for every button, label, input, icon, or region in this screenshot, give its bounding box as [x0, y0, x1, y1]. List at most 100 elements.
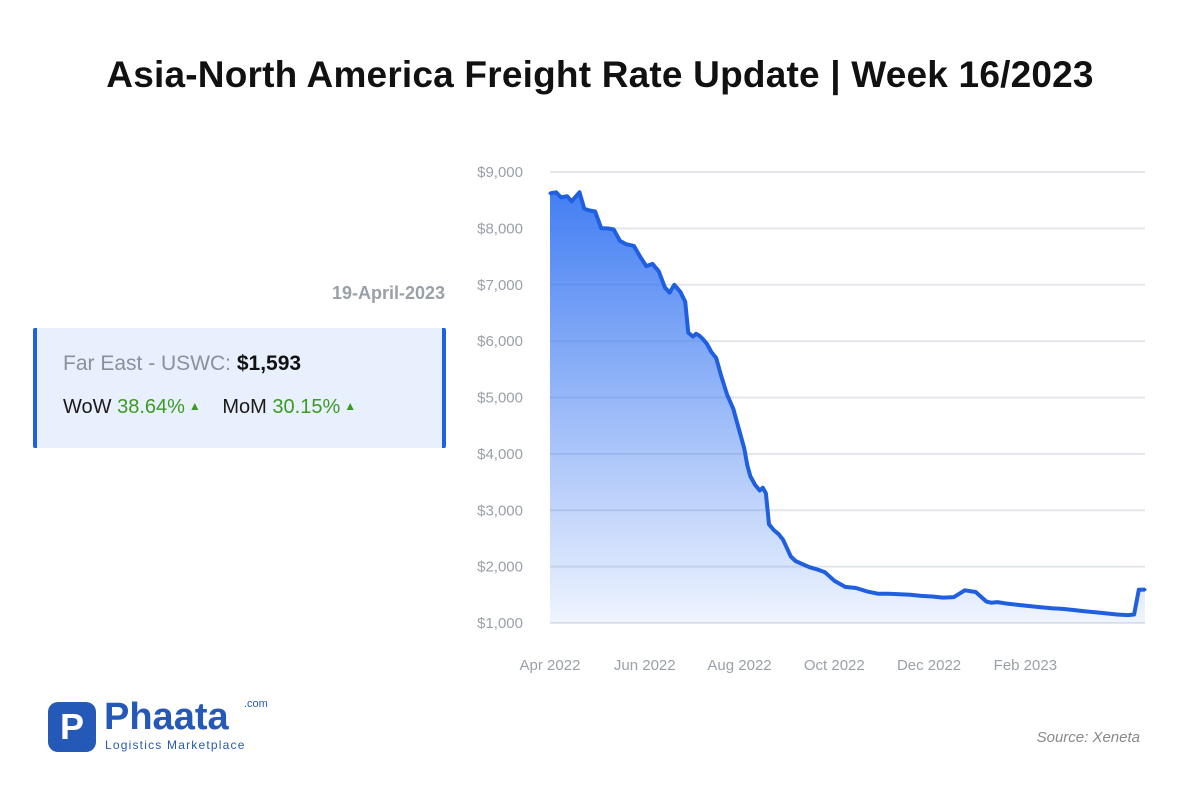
- wow-up-arrow-icon: ▲: [188, 399, 201, 413]
- data-point: [606, 226, 609, 230]
- data-point: [612, 228, 616, 231]
- data-point: [823, 570, 827, 574]
- data-point: [876, 592, 880, 596]
- route-line: Far East - USWC: $1,593: [63, 352, 301, 376]
- data-point: [843, 585, 847, 589]
- data-point: [781, 538, 785, 542]
- data-point: [559, 195, 563, 199]
- data-point: [1028, 604, 1032, 608]
- data-point: [705, 342, 709, 346]
- data-point: [989, 601, 993, 605]
- data-point: [1017, 603, 1021, 607]
- freight-rate-chart: $1,000 $2,000 $3,000 $4,000 $5,000 $6,000 $7,0…: [477, 164, 1147, 674]
- data-point: [832, 579, 836, 583]
- data-point: [815, 567, 819, 571]
- y-tick-label: $3,000: [477, 502, 523, 519]
- data-point: [807, 565, 811, 569]
- data-point: [767, 522, 771, 526]
- data-point: [1115, 613, 1119, 616]
- data-point: [1143, 588, 1147, 592]
- data-point: [758, 489, 762, 492]
- source-note: Source: Xeneta: [1036, 729, 1140, 746]
- data-point: [865, 589, 869, 593]
- data-point: [772, 528, 776, 532]
- y-tick-label: $8,000: [477, 220, 523, 237]
- data-point: [686, 331, 690, 335]
- data-point: [1006, 602, 1010, 606]
- y-tick-label: $9,000: [477, 164, 523, 181]
- data-point: [919, 594, 923, 598]
- data-point: [963, 588, 967, 592]
- rate-area: [550, 192, 1145, 624]
- data-point: [719, 373, 723, 377]
- data-point: [548, 191, 552, 195]
- data-point: [700, 336, 704, 340]
- data-point: [789, 555, 793, 558]
- data-point: [624, 242, 628, 246]
- mom-up-arrow-icon: ▲: [344, 399, 357, 413]
- data-point: [638, 255, 642, 259]
- data-point: [908, 593, 912, 597]
- phaata-logo-mark-icon: P: [48, 702, 96, 752]
- data-point: [554, 190, 558, 194]
- logo-tagline: Logistics Marketplace: [105, 738, 246, 752]
- data-point: [786, 548, 790, 552]
- data-point: [672, 283, 676, 287]
- data-point: [570, 199, 574, 203]
- data-point: [1093, 610, 1097, 614]
- data-point: [668, 291, 672, 295]
- data-point: [1082, 609, 1086, 613]
- data-point: [644, 264, 648, 268]
- data-point: [753, 483, 757, 487]
- data-point: [725, 393, 729, 397]
- y-tick-label: $1,000: [477, 615, 523, 632]
- rate-line: [549, 190, 1146, 618]
- x-tick-label: Dec 2022: [897, 657, 961, 674]
- data-point: [776, 532, 780, 536]
- x-axis-labels: Apr 2022 Jun 2022 Aug 2022 Oct 2022 Dec 2022…: [520, 657, 1058, 674]
- wow-value: 38.64%: [117, 396, 185, 418]
- data-point: [985, 600, 988, 604]
- y-tick-label: $5,000: [477, 390, 523, 407]
- data-point: [742, 446, 746, 450]
- data-point: [941, 596, 945, 600]
- x-tick-label: Feb 2023: [994, 657, 1057, 674]
- data-point: [738, 429, 741, 433]
- data-point: [683, 300, 687, 304]
- data-points: [548, 190, 1147, 617]
- x-tick-label: Apr 2022: [520, 657, 581, 674]
- data-point: [1050, 606, 1054, 610]
- data-point: [691, 335, 695, 339]
- y-tick-label: $6,000: [477, 333, 523, 350]
- data-point: [593, 210, 597, 213]
- data-point: [1132, 613, 1136, 616]
- data-point: [800, 562, 804, 566]
- data-point: [995, 600, 999, 604]
- wow-label: WoW: [63, 396, 112, 418]
- data-point: [761, 486, 765, 490]
- data-point: [714, 356, 718, 360]
- data-point: [582, 207, 586, 211]
- data-point: [952, 595, 956, 599]
- data-point: [974, 590, 978, 594]
- data-point: [898, 592, 901, 596]
- rate-summary-card: Far East - USWC: $1,593 WoW 38.64% ▲ MoM …: [33, 328, 446, 448]
- report-date: 19-April-2023: [331, 283, 445, 303]
- data-point: [887, 592, 891, 596]
- data-point: [1126, 613, 1130, 617]
- data-point: [651, 262, 654, 266]
- change-stats: WoW 38.64% ▲ MoM 30.15% ▲: [63, 396, 372, 419]
- data-point: [657, 269, 661, 273]
- data-point: [578, 190, 581, 194]
- phaata-logo: P Phaata .com Logistics Marketplace: [48, 696, 278, 756]
- route-label: Far East - USWC:: [63, 352, 232, 375]
- current-price: $1,593: [236, 352, 302, 375]
- y-tick-label: $2,000: [477, 559, 523, 576]
- data-point: [1137, 588, 1141, 592]
- x-tick-label: Aug 2022: [707, 657, 771, 674]
- mom-value: 30.15%: [272, 396, 341, 418]
- data-point: [697, 334, 701, 337]
- data-point: [632, 244, 636, 248]
- data-point: [565, 194, 569, 198]
- logo-name: Phaata: [104, 696, 229, 738]
